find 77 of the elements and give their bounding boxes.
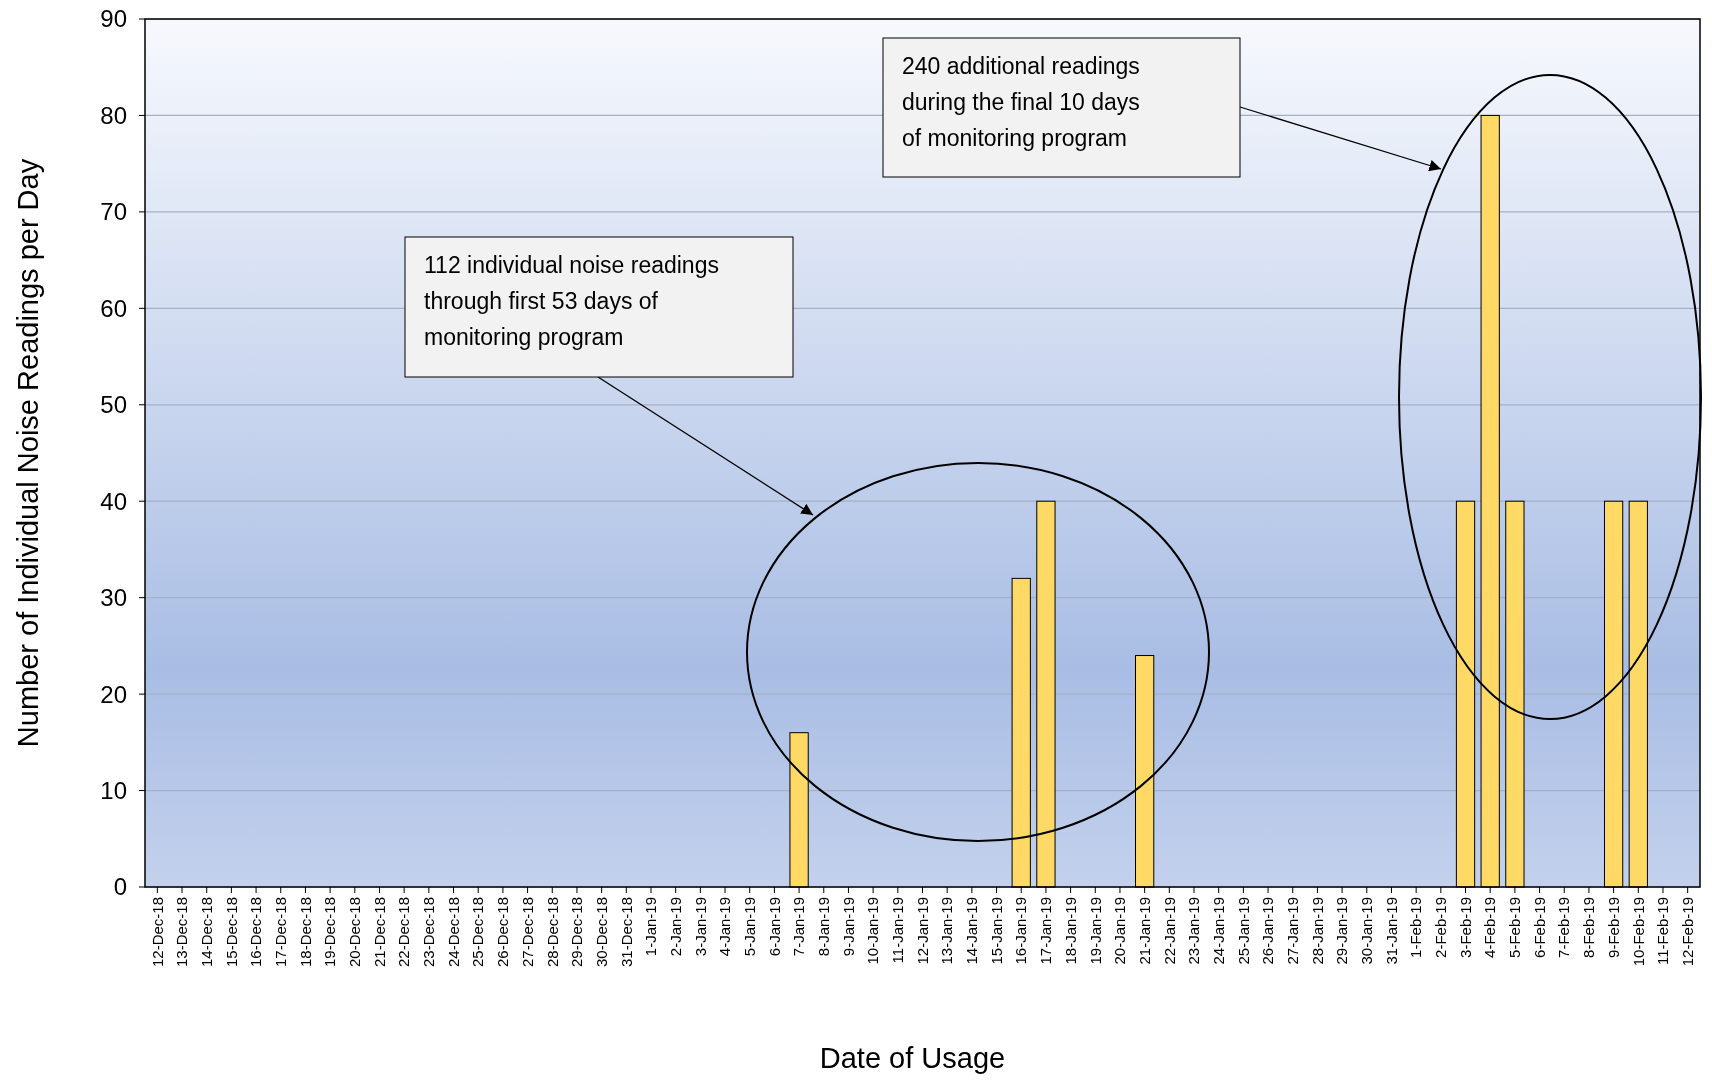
x-tick-label: 11-Jan-19 — [889, 897, 907, 964]
x-tick-label: 25-Jan-19 — [1234, 897, 1252, 965]
y-tick-label: 60 — [100, 294, 127, 322]
y-tick-label: 70 — [100, 198, 127, 226]
x-tick-label: 21-Dec-18 — [370, 897, 388, 968]
x-tick-label: 4-Jan-19 — [716, 897, 734, 957]
x-tick-label: 29-Jan-19 — [1333, 897, 1351, 965]
x-tick-label: 31-Dec-18 — [617, 897, 635, 968]
x-tick-label: 9-Jan-19 — [839, 897, 857, 957]
y-tick-label: 30 — [100, 584, 127, 612]
x-tick-label: 28-Jan-19 — [1308, 897, 1326, 965]
x-tick-label: 30-Jan-19 — [1358, 897, 1376, 965]
x-tick-label: 10-Feb-19 — [1629, 897, 1647, 967]
x-tick-label: 12-Jan-19 — [913, 897, 931, 965]
x-tick-label: 20-Jan-19 — [1111, 897, 1129, 965]
x-tick-label: 16-Jan-19 — [1012, 897, 1030, 965]
y-tick-label: 40 — [100, 487, 127, 515]
x-tick-label: 1-Feb-19 — [1407, 897, 1425, 958]
x-tick-label: 7-Feb-19 — [1555, 897, 1573, 958]
x-tick-label: 8-Feb-19 — [1580, 897, 1598, 958]
x-tick-label: 10-Jan-19 — [864, 897, 882, 965]
x-tick-label: 25-Dec-18 — [469, 897, 487, 968]
x-tick-label: 17-Jan-19 — [1037, 897, 1055, 965]
x-tick-label: 6-Jan-19 — [765, 897, 783, 957]
x-tick-label: 2-Feb-19 — [1432, 897, 1450, 958]
x-tick-label: 28-Dec-18 — [543, 897, 561, 968]
y-tick-label: 80 — [100, 101, 127, 129]
x-tick-label: 17-Dec-18 — [272, 897, 289, 968]
x-tick-label: 3-Jan-19 — [691, 897, 709, 957]
y-tick-label: 0 — [113, 873, 127, 901]
x-axis-title: Date of Usage — [819, 1042, 1006, 1074]
x-tick-label: 27-Dec-18 — [518, 897, 536, 968]
x-tick-label: 29-Dec-18 — [568, 897, 586, 968]
x-tick-label: 11-Feb-19 — [1654, 897, 1672, 966]
x-tick-label: 5-Jan-19 — [740, 897, 758, 957]
x-tick-label: 8-Jan-19 — [815, 897, 833, 957]
annotation: 112 individual noise readings through first 53 days of monitoring program — [424, 252, 719, 350]
x-tick-label: 27-Jan-19 — [1283, 897, 1301, 965]
x-tick-label: 13-Dec-18 — [173, 897, 191, 968]
x-tick-label: 22-Jan-19 — [1160, 897, 1178, 965]
x-tick-label: 12-Dec-18 — [148, 897, 166, 968]
x-tick-label: 7-Jan-19 — [790, 897, 808, 957]
x-tick-label: 13-Jan-19 — [938, 897, 956, 965]
y-axis-title: Number of Individual Noise Readings per Day — [12, 158, 44, 748]
x-tick-label: 14-Dec-18 — [197, 897, 215, 968]
x-tick-label: 15-Jan-19 — [987, 897, 1005, 965]
x-tick-label: 26-Dec-18 — [494, 897, 512, 968]
x-tick-label: 1-Jan-19 — [642, 897, 660, 957]
y-tick-label: 20 — [100, 680, 127, 708]
x-tick-label: 5-Feb-19 — [1506, 897, 1524, 958]
x-tick-label: 18-Dec-18 — [296, 897, 314, 968]
x-tick-label: 4-Feb-19 — [1481, 897, 1499, 958]
x-tick-label: 6-Feb-19 — [1530, 897, 1548, 958]
x-tick-label: 21-Jan-19 — [1135, 897, 1153, 965]
annotation: 240 additional readings during the final 10 days of monitoring program — [902, 53, 1140, 151]
x-tick-label: 19-Jan-19 — [1086, 897, 1104, 965]
y-tick-label: 50 — [100, 391, 127, 419]
y-tick-label: 10 — [100, 776, 127, 804]
x-tick-label: 15-Dec-18 — [222, 897, 240, 968]
x-tick-label: 23-Jan-19 — [1185, 897, 1203, 965]
x-tick-label: 26-Jan-19 — [1259, 897, 1277, 965]
x-tick-label: 31-Jan-19 — [1382, 897, 1400, 965]
x-tick-label: 24-Dec-18 — [444, 897, 462, 968]
x-tick-label: 12-Feb-19 — [1678, 897, 1696, 967]
x-tick-label: 3-Feb-19 — [1456, 897, 1474, 958]
x-tick-label: 18-Jan-19 — [1061, 897, 1079, 965]
x-tick-label: 9-Feb-19 — [1604, 897, 1622, 958]
x-tick-label: 30-Dec-18 — [592, 897, 610, 968]
x-tick-label: 20-Dec-18 — [346, 897, 364, 968]
x-tick-label: 2-Jan-19 — [666, 897, 684, 957]
x-tick-label: 14-Jan-19 — [963, 897, 981, 965]
x-tick-label: 22-Dec-18 — [395, 897, 413, 968]
y-tick-label: 90 — [100, 5, 127, 33]
x-tick-label: 16-Dec-18 — [247, 897, 265, 968]
x-tick-label: 19-Dec-18 — [321, 897, 339, 968]
x-tick-label: 23-Dec-18 — [420, 897, 438, 968]
x-tick-label: 24-Jan-19 — [1209, 897, 1227, 965]
